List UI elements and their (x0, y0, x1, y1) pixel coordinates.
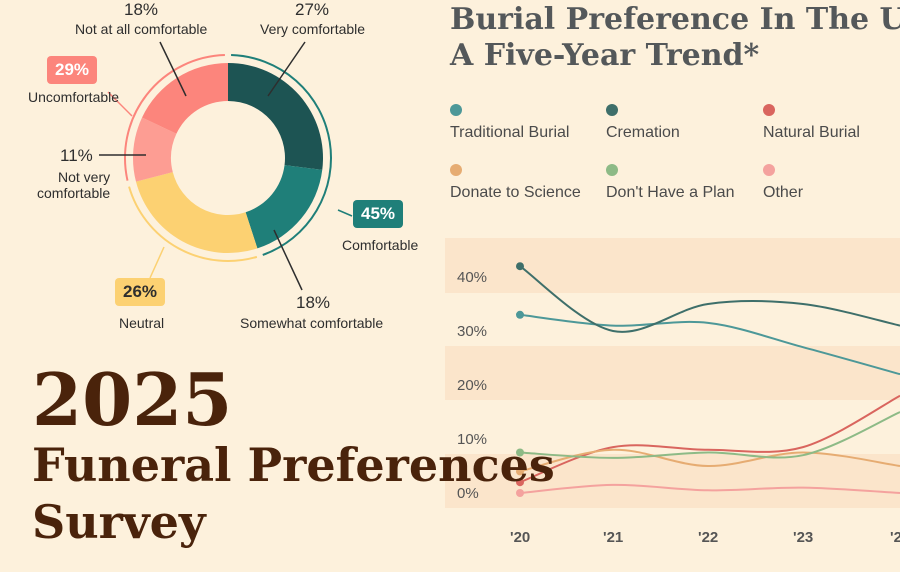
series-line-cremation (519, 265, 900, 333)
donut-section: 18% Not at all comfortable 27% Very comf… (0, 0, 440, 340)
legend-dont-have-a-plan: Don't Have a Plan (606, 184, 735, 201)
legend-dot-other (763, 164, 775, 176)
line-chart: 40% 30% 20% 10% 0% '20 '21 '22 '23 '25 (445, 238, 900, 546)
legend-other: Other (763, 184, 804, 201)
leader-not-at-all (159, 41, 187, 97)
legend-dot-donate (450, 164, 462, 176)
uncomfortable-label: Uncomfortable (28, 89, 120, 105)
x-tick-label: '22 (698, 529, 718, 546)
leader-somewhat (273, 229, 303, 291)
series-start-point-traditional-burial (516, 310, 524, 319)
survey-title-line1: Funeral Preferences (32, 438, 555, 492)
series-start-point-cremation (516, 262, 524, 271)
legend-donate-to-science: Donate to Science (450, 184, 581, 201)
series-line-other (519, 483, 900, 494)
series-start-point-other (516, 489, 524, 497)
comfortable-label: Comfortable (342, 237, 419, 253)
leader-comfortable (337, 209, 353, 217)
survey-year: 2025 (32, 357, 233, 442)
x-tick-label: '21 (603, 529, 623, 546)
comfortable-bracket (231, 54, 332, 256)
leader-very (267, 41, 306, 97)
x-tick-label: '23 (793, 529, 813, 546)
somewhat-label: Somewhat comfortable (240, 315, 384, 331)
legend-traditional-burial: Traditional Burial (450, 124, 570, 141)
leader-neutral (149, 246, 165, 279)
donut-slice-neutral (135, 172, 258, 254)
uncomfortable-badge: 29% (47, 56, 98, 84)
somewhat-pct: 18% (296, 293, 331, 312)
donut-slice-comfortable (245, 165, 323, 249)
legend-dot-no-plan (606, 164, 618, 176)
band-1 (445, 346, 900, 400)
survey-title-line2: Survey (32, 495, 206, 549)
chart-title-line1: Burial Preference In The US: (450, 2, 900, 37)
series-start-point-donate-to-science (516, 467, 524, 476)
legend-dot-traditional (450, 104, 462, 116)
legend-cremation: Cremation (606, 124, 680, 141)
x-tick-label: '20 (510, 529, 530, 546)
y-tick-label: 40% (457, 269, 487, 286)
legend-natural-burial: Natural Burial (763, 124, 860, 141)
donut-slice-very (228, 63, 324, 170)
leader-uncomfortable (107, 91, 133, 117)
chart-title: Burial Preference In The US: A Five-Year… (450, 2, 900, 74)
legend-dot-cremation (606, 104, 618, 116)
series-line-traditional-burial (519, 313, 900, 376)
y-tick-label: 30% (457, 323, 487, 340)
not-very-label-line1: Not very (58, 169, 111, 185)
not-very-pct: 11% (60, 146, 93, 165)
not-very-label-line2: comfortable (37, 185, 111, 201)
chart-title-line2: A Five-Year Trend* (450, 38, 760, 73)
not-at-all-pct: 18% (124, 0, 159, 19)
y-tick-label: 0% (457, 485, 479, 502)
band-0 (445, 238, 900, 293)
not-at-all-label: Not at all comfortable (75, 21, 208, 37)
very-comfortable-pct: 27% (295, 0, 330, 19)
y-tick-label: 10% (457, 431, 487, 448)
donut-chart (99, 41, 353, 291)
uncomfortable-bracket (124, 54, 225, 181)
donut-slice-notatall (142, 63, 228, 134)
series-line-don-t-have-a-plan (519, 411, 900, 459)
y-tick-label: 20% (457, 377, 487, 394)
comfortable-badge: 45% (353, 200, 404, 228)
neutral-badge: 26% (115, 278, 166, 306)
series-line-donate-to-science (519, 448, 900, 473)
series-start-point-natural-burial (516, 478, 524, 487)
series-start-point-don-t-have-a-plan (516, 448, 524, 457)
donut-slice-notvery (133, 117, 177, 182)
very-comfortable-label: Very comfortable (260, 21, 366, 37)
x-tick-label: '25 (890, 529, 900, 546)
legend-dot-natural (763, 104, 775, 116)
neutral-label: Neutral (119, 315, 165, 331)
neutral-bracket (128, 186, 258, 262)
